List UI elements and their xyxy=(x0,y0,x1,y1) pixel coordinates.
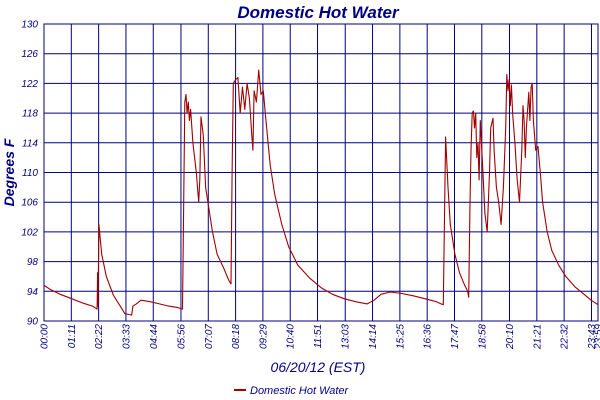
y-tick-label: 110 xyxy=(22,168,38,179)
y-tick-label: 122 xyxy=(21,79,38,90)
y-tick-label: 98 xyxy=(27,257,39,268)
x-tick-label: 16:36 xyxy=(423,324,434,349)
x-axis-label: 06/20/12 (EST) xyxy=(271,359,366,375)
y-tick-label: 94 xyxy=(27,287,39,298)
x-tick-label: 23:43 xyxy=(587,324,598,350)
y-tick-label: 130 xyxy=(21,20,38,31)
y-tick-label: 102 xyxy=(21,227,38,238)
plot-frame xyxy=(43,23,599,322)
y-axis-label: Degrees F xyxy=(1,138,17,206)
y-tick-label: 90 xyxy=(27,317,39,328)
x-tick-label: 14:14 xyxy=(368,324,379,349)
series-line xyxy=(43,69,599,316)
series-layer xyxy=(43,69,599,316)
x-tick-label: 01:11 xyxy=(67,324,78,348)
x-tick-label: 22:32 xyxy=(560,324,571,350)
y-tick-label: 106 xyxy=(21,198,38,209)
chart-title: Domestic Hot Water xyxy=(237,3,400,22)
x-tick-label: 21:21 xyxy=(532,324,543,350)
y-tick-label: 126 xyxy=(21,49,38,60)
x-tick-label: 18:58 xyxy=(477,324,488,349)
x-tick-label: 23:59 xyxy=(594,324,600,350)
x-tick-label: 00:00 xyxy=(40,324,51,349)
x-tick-label: 05:56 xyxy=(176,324,187,349)
y-tick-label: 118 xyxy=(22,109,38,120)
x-tick-label: 07:07 xyxy=(204,324,215,349)
x-tick-label: 03:33 xyxy=(121,324,132,349)
x-tick-label: 17:47 xyxy=(450,324,461,349)
x-tick-label: 10:40 xyxy=(286,324,297,349)
gridlines xyxy=(43,23,599,322)
x-tick-label: 13:03 xyxy=(341,324,352,349)
y-axis-ticks: 90 94 98 102 106 110 114 118 122 126 130 xyxy=(21,20,38,328)
x-tick-label: 15:25 xyxy=(395,324,406,349)
x-tick-label: 02:22 xyxy=(94,324,105,349)
legend-label: Domestic Hot Water xyxy=(250,385,350,397)
x-axis-ticks: 00:00 01:11 02:22 03:33 04:44 05:56 07:07 08:18… xyxy=(40,324,600,350)
x-tick-label: 04:44 xyxy=(149,324,160,349)
x-tick-label: 09:29 xyxy=(258,324,269,349)
x-tick-label: 08:18 xyxy=(231,324,242,349)
y-tick-label: 114 xyxy=(22,138,38,149)
x-tick-label: 20:10 xyxy=(505,324,516,350)
legend: Domestic Hot Water xyxy=(234,385,350,397)
x-tick-label: 11:51 xyxy=(313,324,324,348)
